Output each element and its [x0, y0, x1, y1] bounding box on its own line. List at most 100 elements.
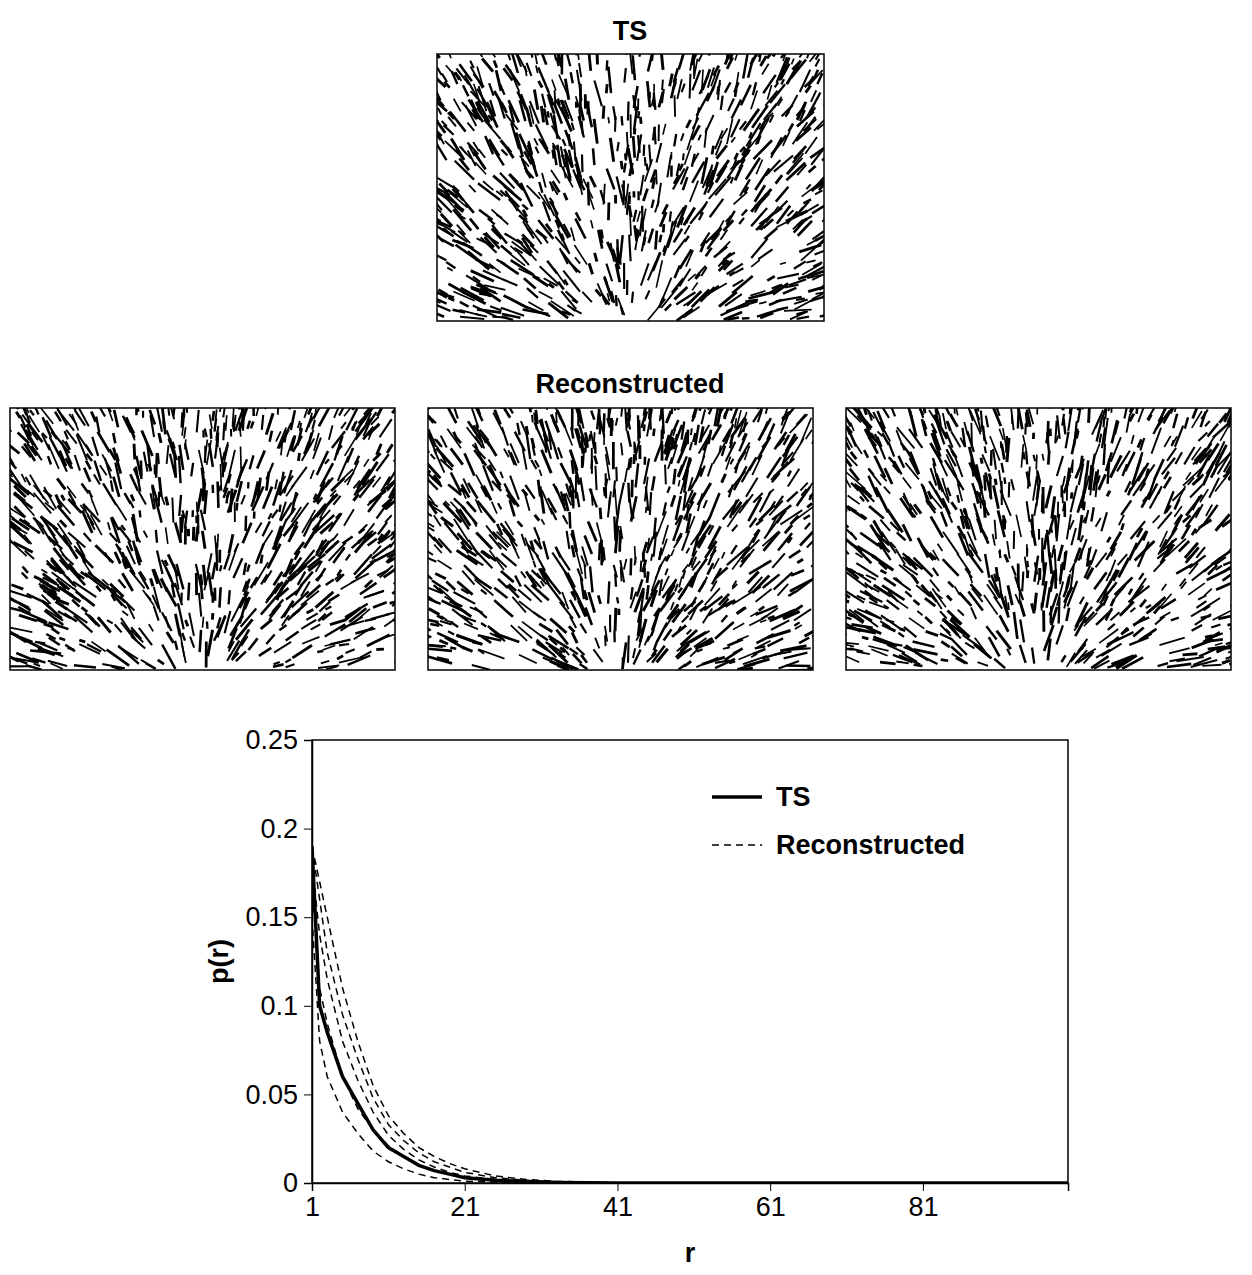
texture-stroke	[275, 479, 277, 489]
texture-stroke	[60, 587, 81, 601]
texture-stroke	[175, 583, 182, 605]
texture-stroke	[276, 431, 281, 441]
texture-stroke	[777, 307, 788, 310]
texture-stroke	[732, 276, 752, 293]
texture-stroke	[815, 291, 824, 294]
texture-stroke	[653, 127, 655, 141]
texture-stroke	[344, 509, 354, 526]
texture-stroke	[339, 657, 363, 663]
texture-stroke	[58, 567, 75, 585]
texture-stroke	[517, 239, 523, 243]
texture-stroke	[471, 91, 486, 107]
texture-stroke	[621, 306, 623, 314]
texture-stroke	[60, 520, 66, 527]
texture-stroke	[152, 485, 155, 509]
texture-stroke	[302, 637, 319, 644]
texture-stroke	[216, 481, 219, 507]
texture-stroke	[189, 613, 194, 636]
texture-stroke	[295, 542, 304, 555]
texture-stroke	[630, 480, 633, 498]
texture-stroke	[187, 529, 190, 536]
texture-stroke	[713, 228, 721, 240]
texture-stroke	[621, 161, 622, 169]
texture-stroke	[704, 128, 706, 148]
texture-stroke	[463, 85, 468, 96]
texture-stroke	[711, 74, 716, 86]
texture-stroke	[789, 124, 793, 132]
texture-stroke	[16, 658, 39, 662]
texture-stroke	[269, 605, 281, 620]
texture-stroke	[633, 191, 636, 197]
texture-stroke	[524, 278, 536, 288]
texture-stroke	[239, 408, 247, 431]
texture-stroke	[815, 249, 824, 255]
texture-stroke	[138, 510, 141, 517]
texture-stroke	[251, 577, 258, 588]
texture-stroke	[48, 456, 51, 464]
panel-frame	[10, 408, 395, 670]
texture-stroke	[637, 134, 641, 161]
texture-stroke	[699, 54, 706, 61]
texture-stroke	[235, 503, 238, 511]
texture-stroke	[539, 291, 553, 298]
texture-stroke	[155, 498, 161, 523]
texture-stroke	[377, 444, 382, 455]
texture-stroke	[69, 414, 76, 425]
texture-stroke	[543, 202, 550, 221]
texture-stroke	[282, 615, 289, 625]
texture-stroke	[644, 157, 647, 166]
texture-stroke	[333, 547, 344, 563]
texture-stroke	[678, 588, 682, 593]
texture-stroke	[334, 408, 345, 418]
texture-stroke	[308, 561, 321, 571]
texture-stroke	[81, 607, 87, 612]
texture-stroke	[677, 309, 693, 321]
texture-stroke	[261, 620, 272, 629]
texture-stroke	[59, 638, 65, 640]
texture-stroke	[182, 510, 184, 518]
texture-stroke	[378, 522, 387, 534]
texture-stroke	[683, 177, 687, 190]
texture-stroke	[377, 408, 387, 416]
texture-stroke	[542, 94, 545, 108]
texture-stroke	[661, 54, 663, 70]
texture-stroke	[607, 169, 615, 190]
texture-stroke	[92, 501, 98, 515]
texture-stroke	[772, 285, 781, 288]
texture-stroke	[47, 583, 56, 592]
texture-stroke	[258, 478, 261, 499]
texture-stroke	[685, 236, 689, 242]
texture-stroke	[241, 608, 257, 626]
texture-stroke	[107, 408, 113, 421]
texture-stroke	[667, 155, 671, 178]
texture-stroke	[184, 526, 187, 544]
texture-stroke	[173, 408, 175, 416]
texture-stroke	[708, 182, 714, 192]
texture-stroke	[460, 317, 484, 319]
texture-stroke	[105, 458, 111, 479]
texture-stroke	[102, 664, 125, 668]
texture-stroke	[151, 578, 153, 586]
texture-stroke	[541, 106, 543, 122]
texture-stroke	[82, 483, 89, 493]
texture-stroke	[765, 91, 777, 106]
texture-stroke	[477, 309, 501, 312]
texture-stroke	[234, 415, 236, 432]
texture-stroke	[679, 54, 685, 69]
texture-stroke	[638, 135, 640, 153]
texture-stroke	[655, 201, 659, 213]
texture-stroke	[353, 494, 358, 501]
texture-stroke	[810, 54, 824, 62]
texture-stroke	[565, 130, 572, 149]
texture-stroke	[724, 312, 743, 320]
texture-stroke	[586, 101, 592, 127]
texture-stroke	[813, 262, 822, 266]
texture-stroke	[162, 560, 172, 579]
texture-stroke	[501, 245, 511, 254]
texture-stroke	[735, 153, 738, 159]
texture-stroke	[456, 635, 482, 644]
texture-stroke	[437, 99, 447, 111]
texture-stroke	[10, 665, 31, 667]
texture-stroke	[485, 233, 499, 249]
texture-stroke	[178, 603, 184, 629]
